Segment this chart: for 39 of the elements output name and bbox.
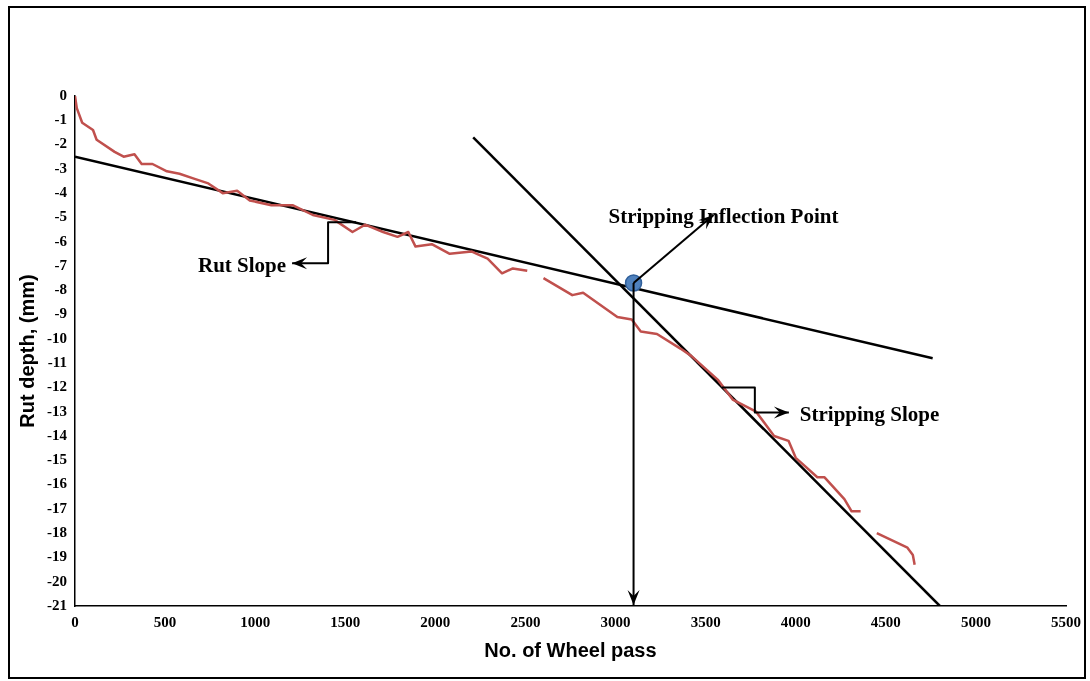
x-tick-label: 0 (71, 613, 79, 630)
annotation: Rut Slope (197, 252, 287, 277)
annotation: Stripping Inflection Point (608, 204, 839, 229)
y-tick-label: -7 (54, 256, 68, 273)
y-tick-label: -12 (47, 378, 67, 395)
y-tick-label: -19 (47, 548, 67, 565)
x-axis-title: No. of Wheel pass (484, 638, 657, 661)
y-tick-label: -4 (54, 184, 68, 201)
y-axis-title: Rut depth, (mm) (15, 274, 38, 428)
x-tick-label: 3000 (600, 613, 631, 630)
y-tick-label: -11 (47, 354, 67, 371)
x-tick-label: 2500 (510, 613, 541, 630)
y-tick-label: -18 (47, 524, 67, 541)
x-tick-label: 1000 (240, 613, 271, 630)
y-tick-label: -9 (54, 305, 67, 322)
x-tick-label: 1500 (330, 613, 361, 630)
y-tick-label: -6 (54, 232, 68, 249)
y-tick-label: 0 (59, 86, 67, 103)
y-tick-label: -8 (54, 281, 67, 298)
y-tick-label: -2 (54, 135, 67, 152)
x-tick-label: 500 (153, 613, 177, 630)
annotation: Stripping Slope (799, 401, 940, 426)
x-tick-label: 5500 (1051, 613, 1081, 630)
y-tick-label: -10 (47, 329, 67, 346)
y-tick-label: -15 (47, 451, 67, 468)
x-tick-label: 4500 (870, 613, 901, 630)
x-tick-label: 3500 (690, 613, 721, 630)
y-tick-label: -17 (47, 499, 68, 516)
y-tick-label: -3 (54, 159, 67, 176)
y-tick-label: -14 (47, 426, 68, 443)
y-tick-label: -13 (47, 402, 67, 419)
x-tick-label: 5000 (960, 613, 991, 630)
y-tick-label: -16 (47, 475, 68, 492)
y-tick-label: -5 (54, 208, 67, 225)
y-tick-label: -20 (47, 572, 67, 589)
y-tick-label: -1 (54, 111, 67, 128)
y-tick-label: -21 (47, 596, 67, 613)
x-tick-label: 4000 (780, 613, 811, 630)
x-tick-label: 2000 (420, 613, 451, 630)
